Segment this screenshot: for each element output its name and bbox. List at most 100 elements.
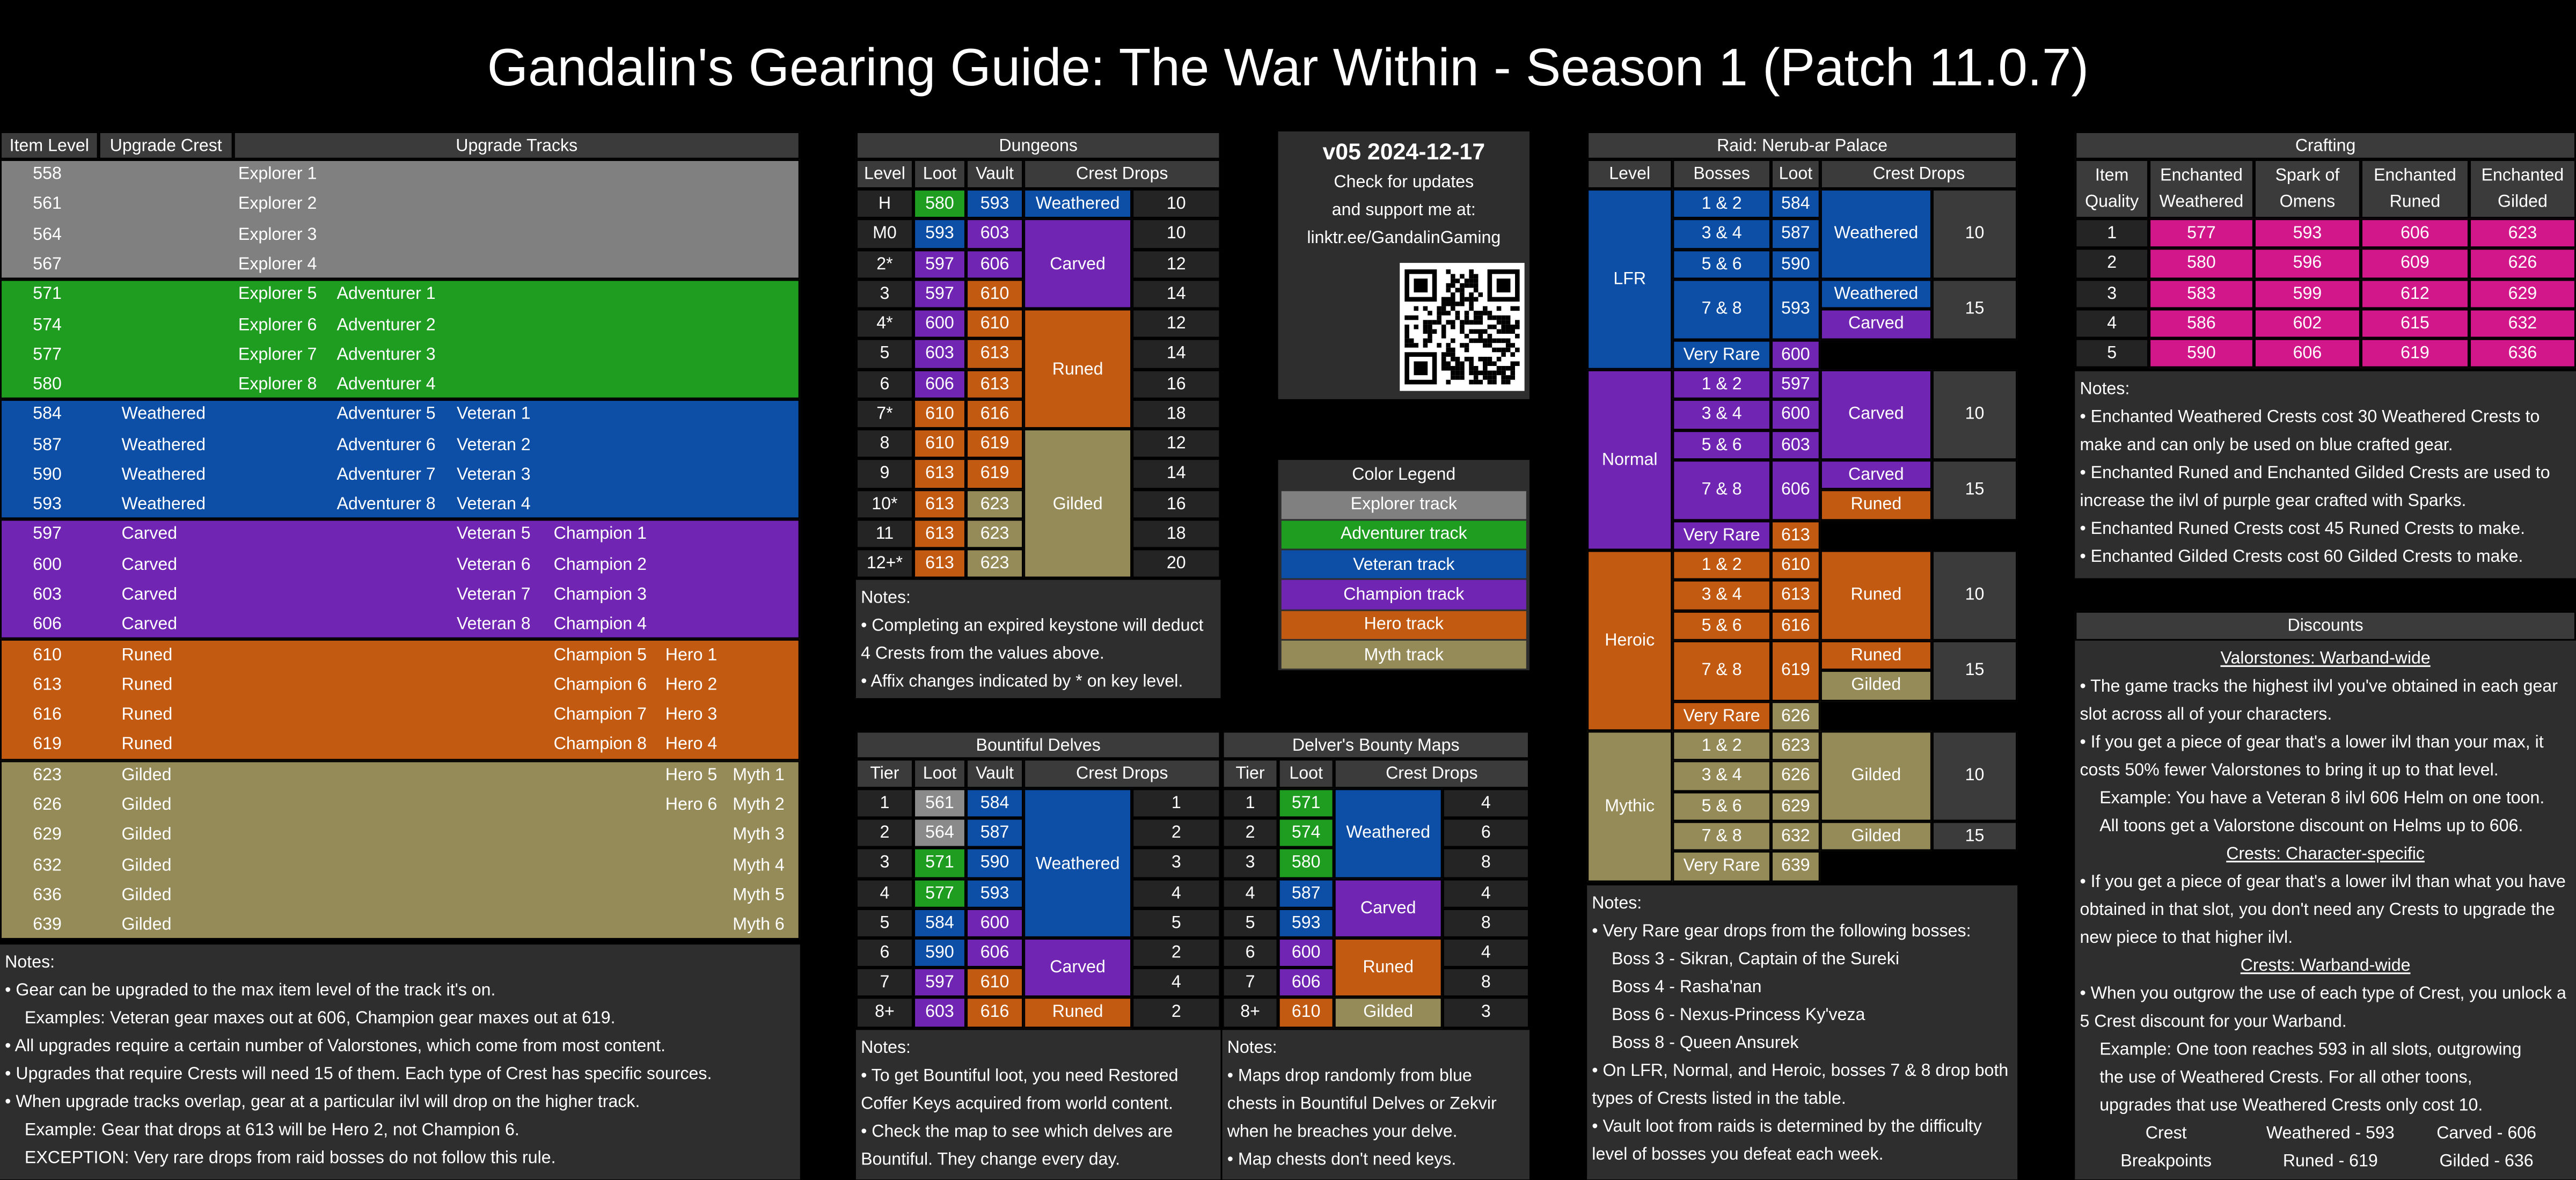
crest: Runed bbox=[1820, 640, 1932, 671]
qr-finder bbox=[1496, 278, 1511, 292]
qr-module bbox=[1492, 324, 1497, 329]
legend-item: Hero track bbox=[1281, 610, 1526, 639]
cell-tiers: 6 bbox=[855, 937, 914, 968]
column-header: Loot bbox=[1278, 759, 1334, 789]
column-header: Bosses bbox=[1672, 159, 1771, 189]
header-line: Weathered bbox=[2159, 192, 2244, 212]
column-header: Crest Drops bbox=[1023, 759, 1221, 789]
qr-module bbox=[1483, 370, 1488, 376]
crafted-ilvl: 606 bbox=[2253, 339, 2361, 369]
upgrade-crest: Gilded bbox=[121, 795, 172, 815]
crafted-ilvl: 636 bbox=[2469, 339, 2576, 369]
qr-module bbox=[1451, 283, 1455, 288]
qr-module bbox=[1437, 306, 1441, 311]
crafted-ilvl: 632 bbox=[2469, 309, 2576, 339]
qr-module bbox=[1451, 297, 1455, 302]
cell-loot: 564 bbox=[913, 818, 966, 848]
qr-module bbox=[1473, 297, 1479, 302]
qr-module bbox=[1487, 370, 1492, 376]
qr-module bbox=[1451, 356, 1455, 362]
cell-counts: 14 bbox=[1132, 278, 1221, 309]
cell-vault: 623 bbox=[965, 488, 1024, 519]
item-level: 571 bbox=[33, 284, 62, 305]
loot: 619 bbox=[1770, 640, 1820, 701]
cell-counts: 16 bbox=[1132, 488, 1221, 519]
note: • Upgrades that require Crests will need… bbox=[5, 1065, 712, 1085]
column-header: Tier bbox=[1222, 759, 1278, 789]
qr-module bbox=[1469, 329, 1474, 334]
qr-module bbox=[1460, 324, 1465, 329]
qr-module bbox=[1501, 315, 1506, 320]
header-line: Quality bbox=[2085, 192, 2139, 212]
item-level: 626 bbox=[33, 795, 62, 815]
qr-module bbox=[1441, 297, 1446, 302]
column-header: Enchanted Weathered bbox=[2149, 159, 2254, 219]
track-step: Adventurer 5 bbox=[336, 405, 436, 424]
column-header: Crest Drops bbox=[1023, 159, 1221, 189]
qr-module bbox=[1446, 320, 1451, 325]
cell-counts: 14 bbox=[1132, 458, 1221, 489]
track-step: Myth 5 bbox=[733, 885, 785, 905]
note: • Very Rare gear drops from the followin… bbox=[1592, 921, 1971, 941]
column-header: Level bbox=[1587, 159, 1673, 189]
crafted-ilvl: 626 bbox=[2469, 248, 2576, 279]
notes: Notes: • Very Rare gear drops from the fo… bbox=[1587, 884, 2018, 1179]
crafted-ilvl: 629 bbox=[2469, 278, 2576, 309]
qr-module bbox=[1469, 292, 1474, 297]
qr-module bbox=[1487, 338, 1492, 343]
qr-module bbox=[1451, 370, 1455, 376]
column-header: Upgrade Tracks bbox=[233, 131, 800, 159]
breakpoint: Weathered - 593 bbox=[2266, 1123, 2395, 1144]
track-step: Veteran 7 bbox=[457, 584, 531, 605]
cell-loot: 600 bbox=[1278, 937, 1334, 968]
qr-module bbox=[1404, 343, 1409, 348]
qr-module bbox=[1496, 347, 1502, 353]
qr-module bbox=[1460, 283, 1465, 288]
crest: Runed bbox=[1820, 490, 1932, 521]
item-level: 639 bbox=[33, 915, 62, 935]
upgrade-crest: Runed bbox=[121, 735, 173, 755]
track-step: Champion 7 bbox=[553, 705, 647, 725]
note: • Check the map to see which delves are … bbox=[861, 1121, 1173, 1169]
track-band bbox=[0, 279, 800, 400]
track-band bbox=[0, 640, 800, 760]
crest-count: 15 bbox=[1931, 279, 2018, 340]
qr-module bbox=[1451, 352, 1455, 357]
cell-vault: 619 bbox=[965, 458, 1024, 489]
qr-module bbox=[1505, 343, 1511, 348]
item-level: 600 bbox=[33, 554, 62, 575]
quality: 5 bbox=[2075, 339, 2149, 369]
qr-module bbox=[1464, 315, 1469, 320]
track-step: Explorer 6 bbox=[238, 314, 317, 335]
breakpoint: Gilded - 636 bbox=[2439, 1151, 2534, 1171]
bosses: Very Rare bbox=[1672, 339, 1771, 370]
qr-module bbox=[1492, 370, 1497, 376]
qr-module bbox=[1473, 320, 1479, 325]
legend-item: Champion track bbox=[1281, 580, 1526, 609]
notes: Notes: • To get Bountiful loot, you need … bbox=[855, 1029, 1221, 1179]
track-step: Myth 4 bbox=[733, 855, 785, 875]
cell-counts: 8 bbox=[1442, 848, 1529, 878]
track-step: Veteran 1 bbox=[457, 405, 531, 424]
cell-tiers: 3 bbox=[855, 848, 914, 878]
cell-loot: 584 bbox=[913, 908, 966, 938]
qr-module bbox=[1414, 306, 1419, 311]
qr-module bbox=[1423, 324, 1428, 329]
qr-module bbox=[1505, 347, 1511, 353]
section-heading: Valorstones: Warband-wide bbox=[2220, 649, 2431, 669]
qr-module bbox=[1460, 292, 1465, 297]
qr-module bbox=[1492, 379, 1497, 385]
cell-levels: 11 bbox=[855, 518, 914, 549]
cell-vault: 603 bbox=[965, 218, 1024, 249]
bosses: Very Rare bbox=[1672, 700, 1771, 731]
loot: 613 bbox=[1770, 580, 1820, 611]
track-step: Explorer 8 bbox=[238, 375, 317, 394]
loot: 616 bbox=[1770, 610, 1820, 641]
cell-vault: 623 bbox=[965, 518, 1024, 549]
qr-module bbox=[1515, 324, 1520, 329]
track-step: Hero 5 bbox=[665, 765, 718, 785]
cell-loot: 606 bbox=[1278, 968, 1334, 998]
cell-vault: 606 bbox=[965, 248, 1024, 279]
qr-module bbox=[1414, 343, 1419, 348]
column-header: Item Quality bbox=[2075, 159, 2149, 219]
